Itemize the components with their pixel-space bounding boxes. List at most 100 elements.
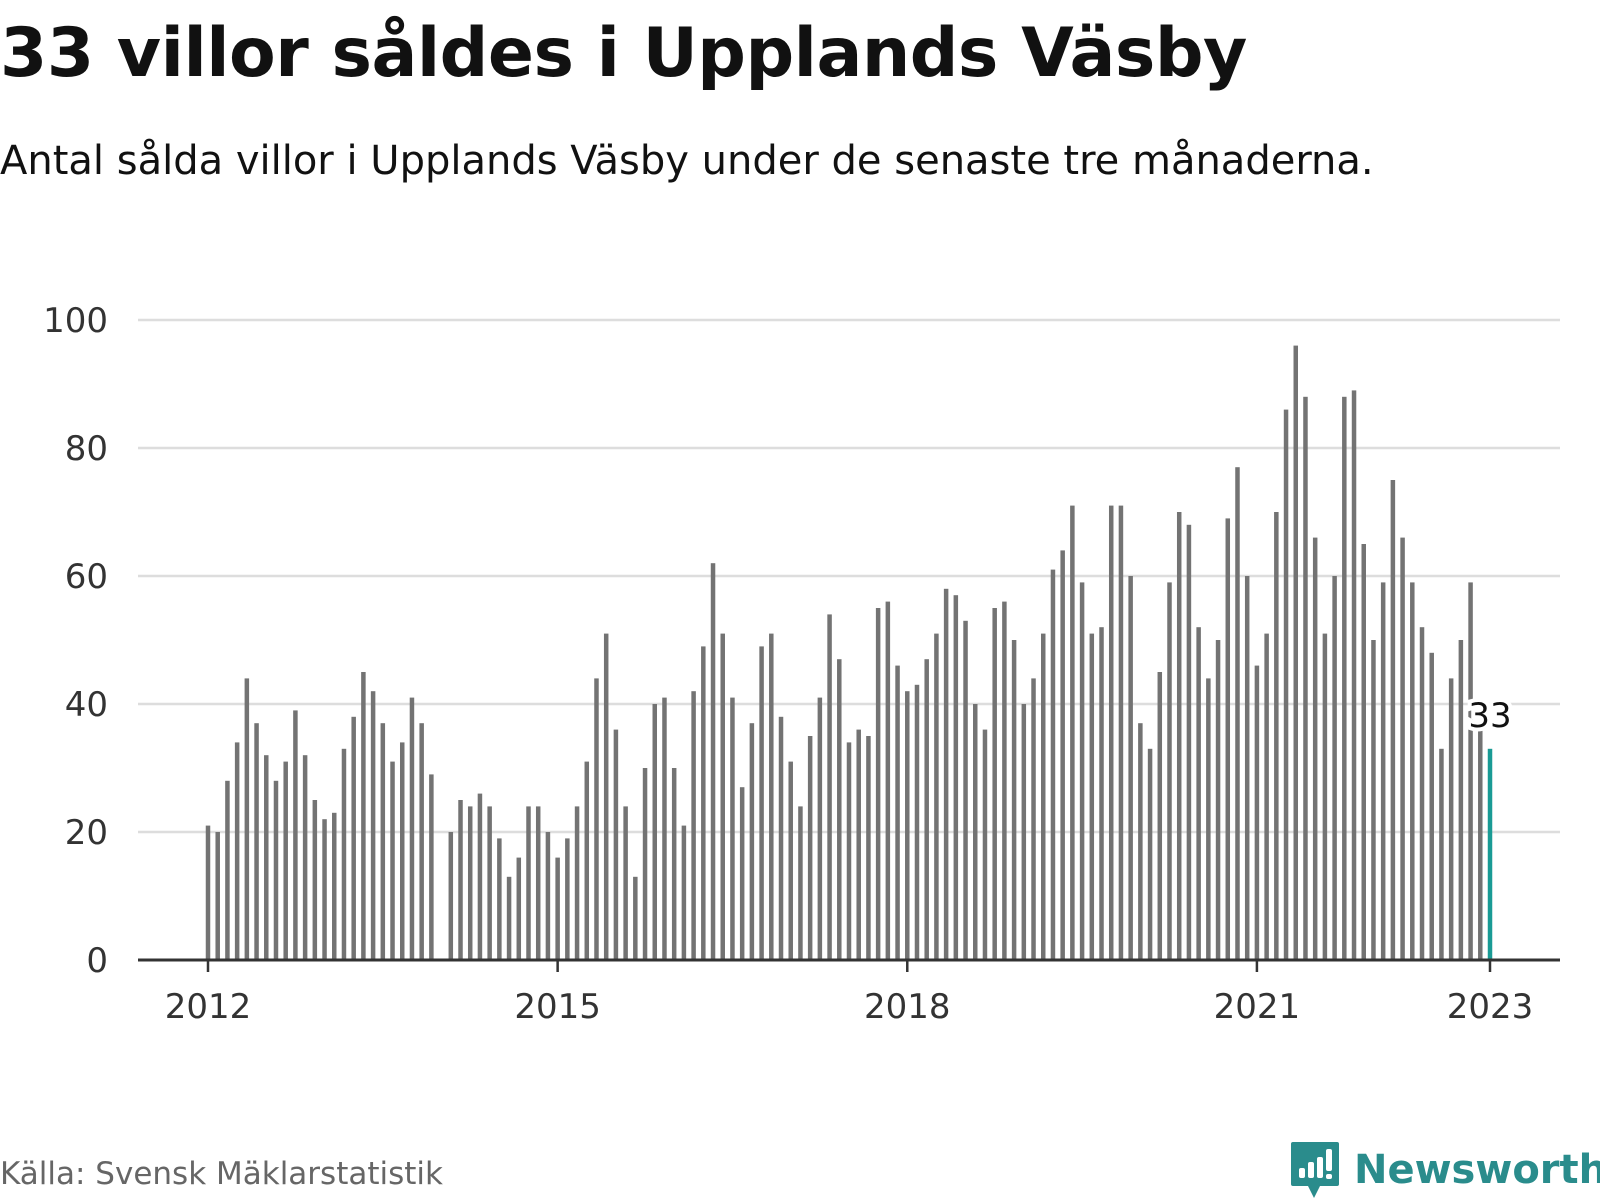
bar	[312, 800, 318, 960]
bar	[681, 825, 687, 960]
bar	[603, 633, 609, 960]
bar	[1303, 396, 1308, 960]
brand-logo: Newsworthy	[1290, 1140, 1600, 1200]
bar	[332, 812, 337, 960]
x-tick-label: 2021	[1214, 987, 1301, 1027]
bar	[293, 710, 298, 960]
bar	[419, 723, 424, 960]
bar	[1410, 582, 1415, 960]
bar	[846, 742, 852, 960]
bar	[739, 787, 745, 960]
bar	[623, 806, 628, 960]
y-tick-label: 100	[43, 301, 108, 341]
bar-chart: 0 20 40 60 80 100 2012 2015 2018 2021 2023 33	[43, 301, 1560, 1027]
bar	[778, 716, 784, 960]
bar	[992, 608, 997, 960]
bar	[361, 672, 366, 960]
bar	[351, 716, 356, 960]
bar	[1283, 409, 1289, 961]
bar	[555, 857, 560, 960]
bar	[924, 659, 929, 960]
bar-layer	[205, 345, 1493, 961]
bar	[982, 729, 988, 960]
bar	[788, 761, 793, 960]
bar	[1002, 601, 1007, 960]
bar	[1468, 582, 1473, 960]
bar	[1371, 640, 1376, 960]
bar	[963, 620, 968, 960]
bar	[798, 806, 803, 960]
bar	[953, 595, 959, 960]
bar	[885, 601, 891, 960]
bar	[1060, 550, 1065, 960]
bar	[516, 857, 522, 960]
bar	[1478, 729, 1483, 960]
bar	[341, 748, 347, 960]
bar	[215, 832, 220, 960]
y-tick-label: 0	[86, 941, 108, 981]
bar	[1439, 748, 1444, 960]
bar	[1167, 582, 1172, 960]
bar	[1400, 537, 1405, 960]
bar	[234, 742, 240, 960]
bar	[399, 742, 405, 960]
bar	[467, 806, 473, 960]
bar	[720, 633, 725, 960]
bar	[1108, 505, 1114, 960]
bar	[973, 704, 978, 960]
bar	[409, 697, 415, 960]
bar	[905, 691, 910, 960]
bar	[1215, 640, 1221, 960]
bar	[448, 832, 454, 960]
bar	[1293, 345, 1299, 961]
bar	[370, 691, 376, 960]
source-note: Källa: Svensk Mäklarstatistik	[0, 1156, 443, 1192]
bar	[934, 633, 939, 960]
bar	[1079, 582, 1085, 960]
bar	[662, 697, 667, 960]
x-tick-label: 2018	[864, 987, 951, 1027]
bar	[1128, 576, 1133, 960]
bar	[1322, 633, 1328, 960]
bar	[1050, 569, 1056, 960]
bar	[652, 704, 658, 960]
bar	[1244, 576, 1250, 960]
bar	[1040, 633, 1046, 960]
bar	[895, 665, 900, 960]
bar	[594, 678, 599, 960]
bar	[1157, 672, 1163, 960]
bar	[856, 729, 861, 960]
bar	[506, 876, 512, 960]
bar	[1176, 512, 1182, 960]
bar	[283, 761, 288, 960]
bar	[1429, 652, 1434, 960]
bar	[1196, 627, 1201, 960]
bar	[205, 825, 211, 960]
bar	[1332, 576, 1337, 960]
bar	[264, 755, 269, 960]
bar	[730, 697, 735, 960]
bar	[526, 806, 531, 960]
bar	[807, 736, 813, 960]
bar	[914, 684, 920, 960]
bar	[390, 761, 395, 960]
label-layer: 0 20 40 60 80 100 2012 2015 2018 2021 2023 33	[43, 301, 1533, 1027]
bar	[429, 774, 434, 960]
bar	[633, 876, 638, 960]
bar	[642, 768, 648, 960]
y-tick-label: 20	[65, 813, 108, 853]
y-tick-label: 80	[65, 429, 108, 469]
bar	[1361, 544, 1366, 960]
bar	[701, 646, 706, 960]
bar	[1380, 582, 1386, 960]
bar	[1147, 748, 1153, 960]
bar	[244, 678, 250, 960]
bar	[613, 729, 619, 960]
bar	[225, 780, 230, 960]
bar	[1274, 512, 1279, 960]
bar	[273, 780, 279, 960]
bar	[545, 832, 551, 960]
bar	[1031, 678, 1036, 960]
x-tick-label: 2015	[514, 987, 601, 1027]
bar	[1206, 678, 1211, 960]
